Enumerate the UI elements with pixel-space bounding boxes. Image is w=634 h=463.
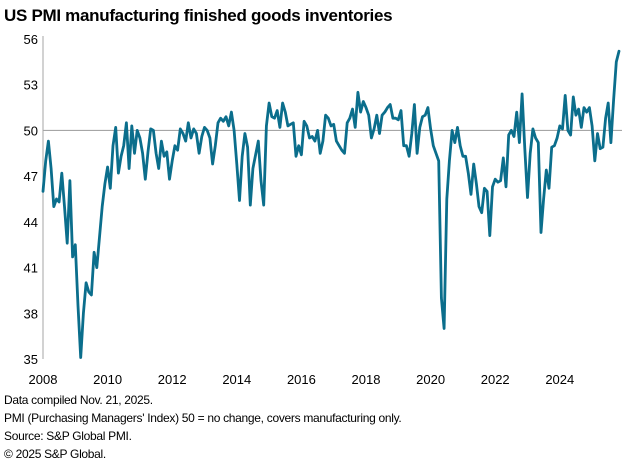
x-tick-label: 2014: [222, 372, 251, 387]
y-tick-label: 56: [24, 32, 38, 47]
x-tick-label: 2010: [93, 372, 122, 387]
x-tick-label: 2012: [158, 372, 187, 387]
chart-title: US PMI manufacturing finished goods inve…: [4, 6, 393, 25]
x-tick-label: 2022: [481, 372, 510, 387]
y-tick-label: 50: [24, 123, 38, 138]
y-tick-label: 53: [24, 78, 38, 93]
y-tick-label: 38: [24, 306, 38, 321]
y-tick-label: 35: [24, 352, 38, 367]
x-tick-label: 2018: [352, 372, 381, 387]
series-line: [41, 49, 621, 359]
y-tick-label: 41: [24, 261, 38, 276]
footnote-definition: PMI (Purchasing Managers' Index) 50 = no…: [4, 411, 402, 425]
y-tick-label: 47: [24, 169, 38, 184]
x-tick-label: 2016: [287, 372, 316, 387]
y-tick-label: 44: [24, 215, 38, 230]
x-tick-label: 2008: [29, 372, 58, 387]
x-tick-label: 2024: [545, 372, 574, 387]
footnote-source: Source: S&P Global PMI.: [4, 429, 132, 443]
x-tick-label: 2020: [416, 372, 445, 387]
footnote-compiled: Data compiled Nov. 21, 2025.: [4, 393, 153, 407]
footnote-copyright: © 2025 S&P Global.: [4, 447, 106, 461]
